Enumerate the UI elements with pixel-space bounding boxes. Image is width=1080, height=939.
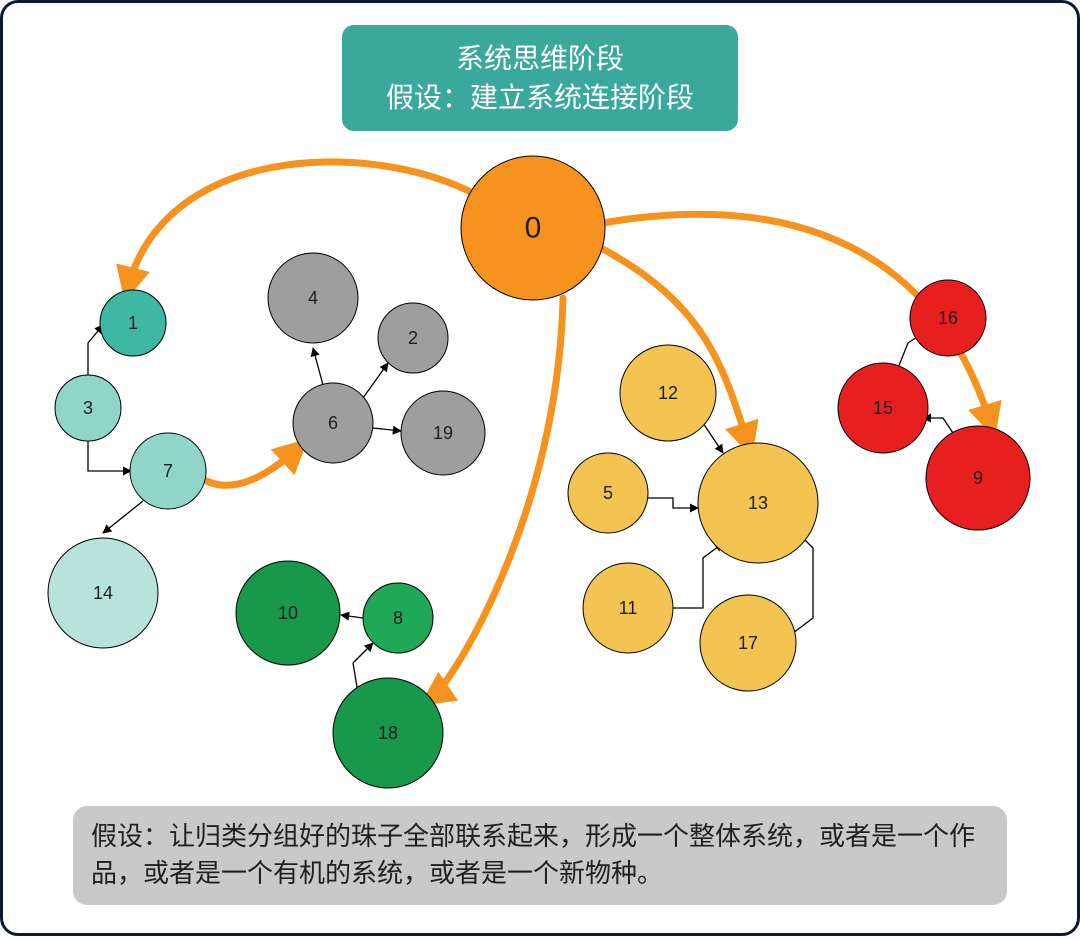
node-10: 10 xyxy=(236,561,340,665)
node-label-14: 14 xyxy=(93,583,113,603)
node-label-9: 9 xyxy=(973,468,983,488)
node-label-12: 12 xyxy=(658,383,678,403)
diagram-frame: 系统思维阶段 假设：建立系统连接阶段 013714426191251311171… xyxy=(0,0,1080,936)
node-label-11: 11 xyxy=(619,598,638,618)
node-label-6: 6 xyxy=(328,413,338,433)
edge-6-19 xyxy=(373,428,401,431)
edge-3-7 xyxy=(88,441,131,471)
node-label-8: 8 xyxy=(393,608,403,628)
node-label-16: 16 xyxy=(938,308,958,328)
node-11: 11 xyxy=(583,563,673,653)
node-19: 19 xyxy=(401,391,485,475)
graph-svg: 013714426191251311171615910818 xyxy=(3,3,1080,939)
edge-9-15 xyxy=(923,418,953,433)
node-label-15: 15 xyxy=(873,398,893,418)
bottom-note-box: 假设：让归类分组好的珠子全部联系起来，形成一个整体系统，或者是一个作品，或者是一… xyxy=(73,806,1007,905)
node-6: 6 xyxy=(293,383,373,463)
orange-edge-2 xyxy=(431,298,563,698)
node-13: 13 xyxy=(698,443,818,563)
node-label-4: 4 xyxy=(308,288,318,308)
node-16: 16 xyxy=(910,280,986,356)
node-14: 14 xyxy=(48,538,158,648)
edge-6-4 xyxy=(313,348,323,385)
node-label-3: 3 xyxy=(83,398,93,418)
edge-3-1 xyxy=(88,325,103,375)
node-5: 5 xyxy=(568,453,648,533)
node-label-0: 0 xyxy=(525,212,542,245)
edge-5-13 xyxy=(648,498,698,508)
node-label-10: 10 xyxy=(278,603,298,623)
node-label-5: 5 xyxy=(603,483,613,503)
node-2: 2 xyxy=(378,303,448,373)
node-3: 3 xyxy=(55,375,121,441)
edge-7-14 xyxy=(103,501,143,533)
node-0: 0 xyxy=(461,156,605,300)
edge-8-10 xyxy=(341,615,363,618)
bottom-note-text: 假设：让归类分组好的珠子全部联系起来，形成一个整体系统，或者是一个作品，或者是一… xyxy=(91,821,975,889)
node-18: 18 xyxy=(333,678,443,788)
node-8: 8 xyxy=(363,583,433,653)
node-label-18: 18 xyxy=(378,723,398,743)
node-1: 1 xyxy=(100,290,166,356)
node-9: 9 xyxy=(926,426,1030,530)
node-label-17: 17 xyxy=(738,633,758,653)
node-7: 7 xyxy=(130,433,206,509)
node-label-19: 19 xyxy=(433,423,453,443)
node-label-1: 1 xyxy=(128,313,138,333)
edge-6-2 xyxy=(363,363,388,398)
orange-edge-1 xyxy=(201,448,298,485)
node-4: 4 xyxy=(268,253,358,343)
node-label-13: 13 xyxy=(748,493,768,513)
node-label-7: 7 xyxy=(163,461,173,481)
node-label-2: 2 xyxy=(408,328,418,348)
node-12: 12 xyxy=(620,345,716,441)
node-15: 15 xyxy=(838,363,928,453)
node-17: 17 xyxy=(700,595,796,691)
edge-11-13 xyxy=(673,543,723,608)
edge-12-13 xyxy=(703,423,723,453)
